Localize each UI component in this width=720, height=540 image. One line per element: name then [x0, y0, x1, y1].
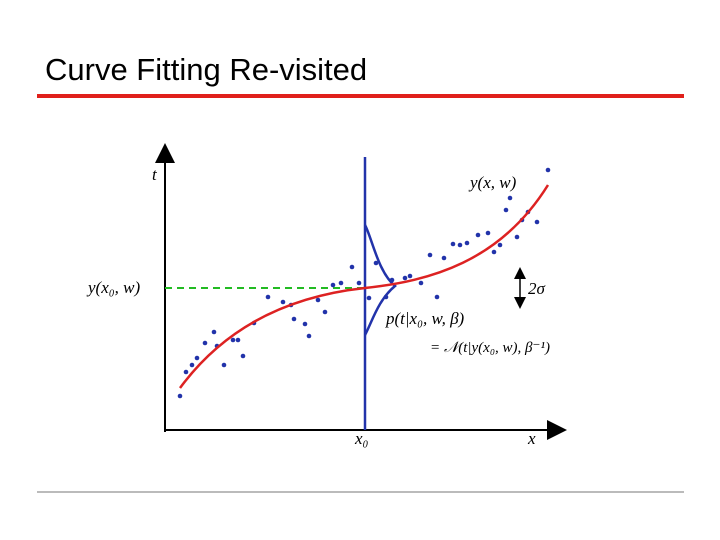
spread-label: 2σ [528, 279, 546, 298]
x0-label: x₀ [354, 429, 369, 448]
gaussian [363, 224, 397, 336]
y-axis-label: t [152, 165, 158, 184]
data-points [177, 167, 551, 399]
slide-title: Curve Fitting Re-visited [45, 52, 367, 87]
density-formula: = 𝒩(t|y(x₀, w), β⁻¹) [430, 340, 550, 356]
level-label: y(x₀, w) [86, 278, 141, 297]
x-axis-label: x [527, 429, 536, 448]
curve-label: y(x, w) [468, 173, 517, 192]
density-label: p(t|x₀, w, β) [385, 309, 465, 328]
fit-curve [178, 184, 550, 389]
figure: t x y(x, w) y(x₀, w) 2σ p(t|x₀, w, β) = … [86, 143, 567, 448]
